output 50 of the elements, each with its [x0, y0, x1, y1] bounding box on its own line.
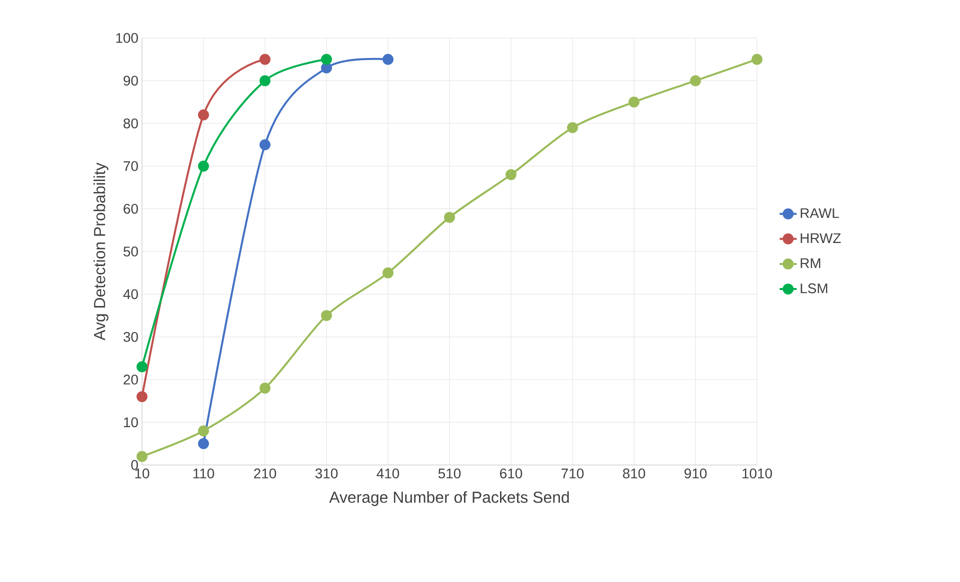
- point: [198, 425, 209, 436]
- x-tick-label: 310: [315, 468, 338, 478]
- point: [136, 361, 148, 372]
- x-tick-label: 610: [500, 468, 522, 478]
- y-tick-label: 40: [123, 289, 138, 300]
- legend-label: RAWL: [800, 208, 839, 218]
- x-tick-label: 110: [193, 468, 214, 478]
- point: [567, 122, 578, 134]
- point: [321, 62, 332, 74]
- legend-label: RM: [800, 258, 820, 268]
- point: [321, 310, 332, 322]
- x-tick-label: 10: [135, 468, 150, 478]
- point: [382, 54, 394, 65]
- y-tick-label: 90: [124, 76, 138, 86]
- point: [382, 267, 394, 278]
- point: [198, 109, 209, 120]
- x-tick-label: 910: [684, 468, 707, 478]
- y-tick-label: 10: [124, 417, 138, 428]
- y-tick-label: 0: [131, 460, 138, 470]
- x-tick-label: 210: [254, 468, 276, 478]
- x-tick-label: 510: [438, 468, 461, 478]
- y-axis-title: Avg Detection Probability: [94, 162, 108, 340]
- point: [752, 54, 762, 65]
- point: [198, 438, 209, 450]
- point: [506, 169, 516, 180]
- y-tick-label: 30: [124, 332, 138, 342]
- y-tick-label: 20: [124, 374, 138, 385]
- point: [260, 75, 270, 86]
- y-tick-label: 70: [124, 161, 138, 172]
- y-tick-label: 100: [116, 33, 138, 43]
- legend-label: HRWZ: [800, 233, 841, 243]
- legend-label: LSM: [800, 283, 828, 294]
- x-tick-label: 1010: [742, 468, 772, 478]
- point: [136, 391, 148, 402]
- y-tick-label: 60: [124, 204, 138, 214]
- x-axis-title: Average Number of Packets Send: [329, 491, 569, 506]
- point: [260, 382, 270, 394]
- x-tick-label: 710: [562, 468, 584, 478]
- point: [260, 139, 270, 150]
- point: [444, 212, 455, 223]
- x-tick-label: 410: [376, 468, 400, 478]
- x-tick-label: 810: [622, 468, 646, 478]
- y-tick-label: 80: [124, 118, 138, 128]
- point: [628, 96, 640, 108]
- y-tick-label: 50: [124, 246, 138, 256]
- point: [198, 160, 209, 172]
- point: [260, 54, 270, 65]
- point: [690, 75, 701, 86]
- point: [136, 450, 148, 462]
- point: [321, 54, 332, 65]
